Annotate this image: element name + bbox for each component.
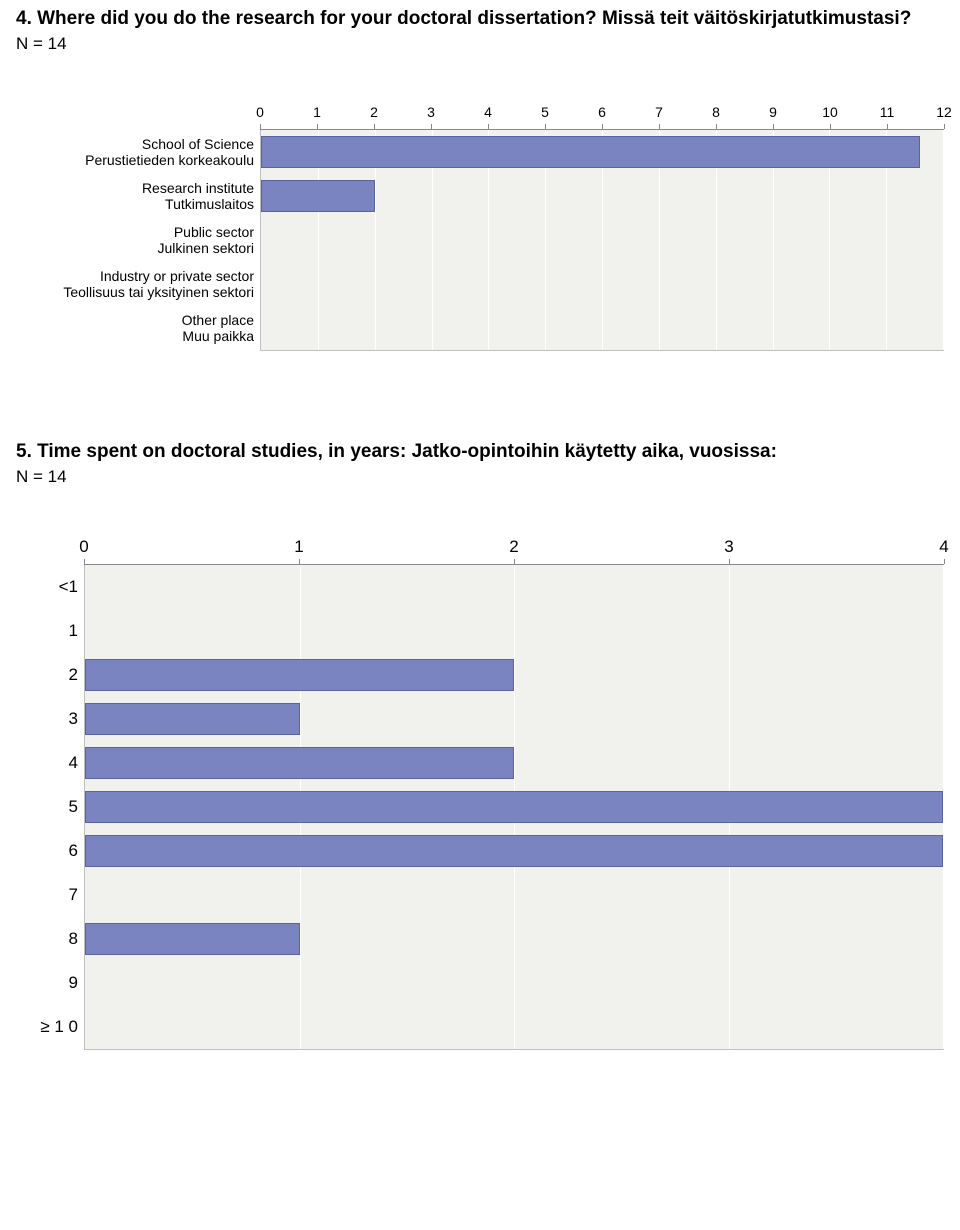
x-tick-label: 3 <box>724 537 733 557</box>
chart2-body <box>84 565 944 1050</box>
bar-row <box>85 961 943 1005</box>
x-tick-label: 6 <box>598 104 606 120</box>
x-tick-label: 5 <box>541 104 549 120</box>
bar <box>85 923 300 955</box>
bar-row <box>85 653 943 697</box>
chart2-n: N = 14 <box>16 467 944 487</box>
x-tick-label: 0 <box>79 537 88 557</box>
chart2: <1123456789≥ 1 0 01234 <box>16 537 944 1050</box>
category-label: ≥ 1 0 <box>16 1005 78 1049</box>
category-label: 2 <box>16 653 78 697</box>
category-label: 8 <box>16 917 78 961</box>
bar-row <box>85 873 943 917</box>
x-tick-label: 2 <box>509 537 518 557</box>
bar-row <box>85 741 943 785</box>
bar-row <box>85 565 943 609</box>
x-tick-label: 11 <box>880 104 895 120</box>
category-label: Other placeMuu paikka <box>16 306 254 350</box>
category-label: 5 <box>16 785 78 829</box>
bar-row <box>85 829 943 873</box>
x-tick-label: 8 <box>712 104 720 120</box>
bar-row <box>261 130 943 174</box>
bar <box>85 791 943 823</box>
bar-row <box>261 218 943 262</box>
bar-row <box>85 697 943 741</box>
category-label: Research instituteTutkimuslaitos <box>16 174 254 218</box>
chart1-x-axis: 0123456789101112 <box>260 104 944 130</box>
x-tick-label: 9 <box>769 104 777 120</box>
category-label: Public sectorJulkinen sektori <box>16 218 254 262</box>
bar <box>85 747 514 779</box>
x-tick-label: 7 <box>655 104 663 120</box>
chart2-plot: 01234 <box>84 537 944 1050</box>
bar-row <box>261 306 943 350</box>
bar-row <box>85 1005 943 1049</box>
bar <box>85 835 943 867</box>
bar <box>261 180 375 212</box>
bar-row <box>85 785 943 829</box>
category-label: 1 <box>16 609 78 653</box>
x-tick-label: 4 <box>484 104 492 120</box>
category-label: Industry or private sectorTeollisuus tai… <box>16 262 254 306</box>
chart1-title: 4. Where did you do the research for you… <box>16 8 944 30</box>
category-label: 6 <box>16 829 78 873</box>
chart1-plot: 0123456789101112 <box>260 104 944 351</box>
category-label: 4 <box>16 741 78 785</box>
bar-row <box>85 609 943 653</box>
category-label: 3 <box>16 697 78 741</box>
bar-row <box>261 262 943 306</box>
x-tick-label: 1 <box>313 104 321 120</box>
x-tick-label: 10 <box>822 104 838 120</box>
x-tick-label: 12 <box>936 104 952 120</box>
chart1-y-labels: School of SciencePerustietieden korkeako… <box>16 104 260 351</box>
category-label: 9 <box>16 961 78 1005</box>
chart2-y-labels: <1123456789≥ 1 0 <box>16 537 84 1050</box>
bar-row <box>85 917 943 961</box>
category-label: 7 <box>16 873 78 917</box>
chart1: School of SciencePerustietieden korkeako… <box>16 104 944 351</box>
bar-row <box>261 174 943 218</box>
bar <box>85 659 514 691</box>
x-tick-label: 2 <box>370 104 378 120</box>
x-tick-label: 4 <box>939 537 948 557</box>
x-tick-label: 0 <box>256 104 264 120</box>
bar <box>85 703 300 735</box>
category-label: School of SciencePerustietieden korkeako… <box>16 130 254 174</box>
x-tick-label: 1 <box>294 537 303 557</box>
chart1-n: N = 14 <box>16 34 944 54</box>
chart2-title: 5. Time spent on doctoral studies, in ye… <box>16 441 944 463</box>
chart2-x-axis: 01234 <box>84 537 944 565</box>
chart1-body <box>260 130 944 351</box>
x-tick-label: 3 <box>427 104 435 120</box>
bar <box>261 136 920 168</box>
category-label: <1 <box>16 565 78 609</box>
